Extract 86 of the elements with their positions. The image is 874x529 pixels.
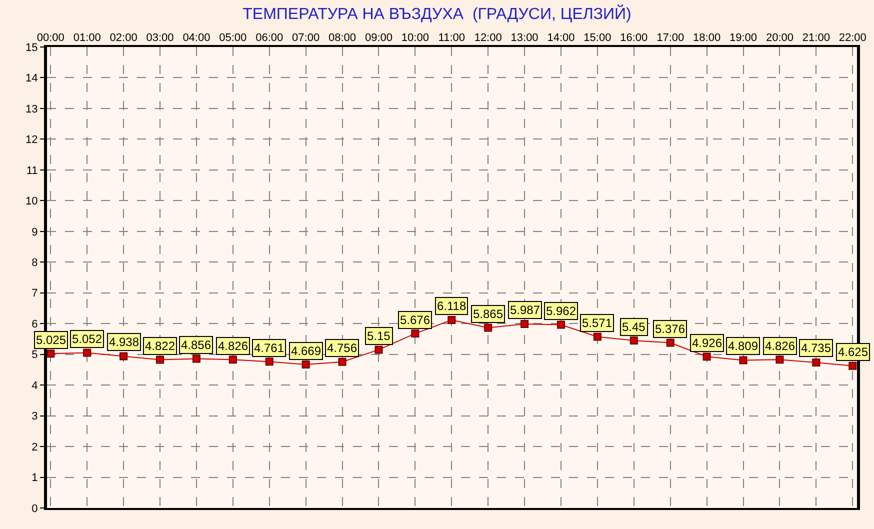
x-tick-label: 20:00 <box>766 32 794 44</box>
data-label: 5.987 <box>510 303 540 317</box>
x-tick-label: 21:00 <box>802 32 830 44</box>
x-tick-label: 18:00 <box>693 32 721 44</box>
data-label: 4.669 <box>291 344 322 358</box>
y-tick-label: 12 <box>26 134 38 146</box>
x-tick-label: 19:00 <box>729 32 758 44</box>
data-label: 5.962 <box>546 304 576 318</box>
x-tick-label: 16:00 <box>620 32 648 44</box>
y-tick-label: 1 <box>32 472 38 484</box>
y-tick-label: 14 <box>26 72 38 85</box>
data-label: 4.856 <box>181 338 212 352</box>
point <box>338 358 346 366</box>
data-label: 4.822 <box>145 339 176 353</box>
point <box>739 356 748 364</box>
y-tick-label: 4 <box>32 380 38 392</box>
point <box>520 320 529 328</box>
data-label: 5.15 <box>367 329 391 343</box>
x-tick-label: 15:00 <box>584 32 612 44</box>
y-tick-label: 7 <box>32 288 38 300</box>
point <box>630 336 638 344</box>
data-label: 5.45 <box>622 320 646 334</box>
point <box>156 356 164 364</box>
point <box>228 356 237 364</box>
data-label: 4.761 <box>254 341 284 355</box>
point <box>83 348 92 357</box>
x-tick-label: 06:00 <box>256 32 284 44</box>
point <box>448 316 456 324</box>
point <box>484 324 492 332</box>
point <box>302 360 310 369</box>
point <box>812 358 820 366</box>
data-label: 4.735 <box>801 341 832 355</box>
data-label: 6.118 <box>437 299 466 313</box>
y-tick-label: 9 <box>32 226 38 238</box>
x-tick-label: 10:00 <box>401 32 429 44</box>
x-tick-label: 05:00 <box>219 32 247 44</box>
point <box>46 350 55 358</box>
point <box>120 352 128 360</box>
y-tick-label: 0 <box>32 502 38 515</box>
point <box>411 330 420 338</box>
point <box>557 320 565 329</box>
y-tick-label: 3 <box>32 410 38 423</box>
x-tick-label: 08:00 <box>328 32 356 44</box>
x-tick-label: 17:00 <box>656 32 684 44</box>
x-tick-label: 00:00 <box>36 32 64 44</box>
point <box>192 354 200 363</box>
x-tick-label: 14:00 <box>547 32 575 44</box>
data-label: 5.865 <box>473 307 504 321</box>
x-tick-label: 02:00 <box>110 32 138 44</box>
point <box>593 332 602 341</box>
data-label: 5.676 <box>400 313 430 327</box>
point <box>702 352 711 361</box>
data-label: 4.809 <box>728 339 758 353</box>
data-label: 4.756 <box>327 341 358 355</box>
data-label: 4.938 <box>109 335 140 349</box>
data-label: 4.926 <box>692 336 722 350</box>
x-tick-label: 11:00 <box>438 32 465 44</box>
data-label: 5.376 <box>655 322 686 336</box>
y-tick-label: 2 <box>32 441 38 454</box>
point <box>776 356 784 364</box>
point <box>666 338 674 347</box>
x-tick-label: 03:00 <box>146 32 174 44</box>
y-tick-label: 11 <box>26 164 38 177</box>
x-tick-label: 07:00 <box>292 32 320 44</box>
x-tick-label: 22:00 <box>838 32 866 44</box>
x-tick-label: 04:00 <box>182 32 210 44</box>
x-tick-label: 12:00 <box>474 32 502 44</box>
data-label: 4.826 <box>765 339 796 353</box>
data-label: 4.625 <box>838 345 868 359</box>
point <box>848 362 857 370</box>
x-tick-label: 13:00 <box>510 32 538 44</box>
x-tick-label: 01:00 <box>73 32 101 44</box>
point <box>265 358 274 366</box>
data-label: 5.571 <box>582 316 612 330</box>
y-tick-label: 10 <box>26 196 38 208</box>
y-tick-label: 5 <box>32 349 38 362</box>
y-tick-label: 6 <box>32 318 38 330</box>
data-label: 4.826 <box>218 339 248 353</box>
chart-title: ТЕМПЕРАТУРА НА ВЪЗДУХА (ГРАДУСИ, ЦЕЛЗИЙ) <box>242 4 632 24</box>
y-tick-label: 15 <box>26 42 38 54</box>
y-tick-label: 8 <box>32 256 38 269</box>
data-label: 5.025 <box>36 333 66 347</box>
point <box>374 346 383 354</box>
data-label: 5.052 <box>72 332 102 346</box>
y-tick-label: 13 <box>26 103 38 116</box>
x-tick-label: 09:00 <box>364 32 392 44</box>
